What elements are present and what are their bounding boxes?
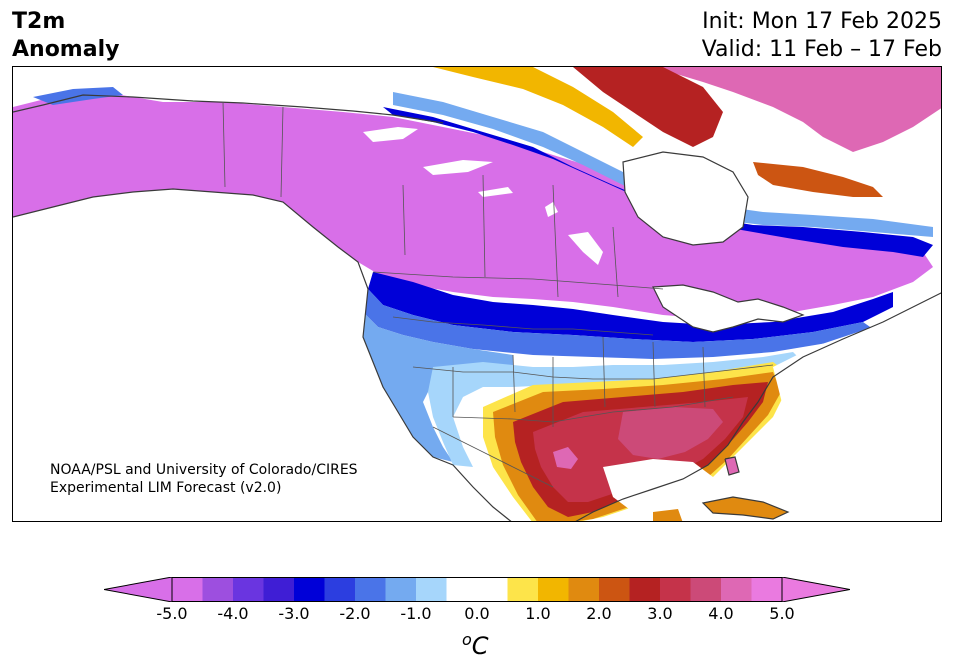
colorbar-bin [202,577,234,602]
anomaly-greenland-region [653,67,941,152]
pacific-ocean [13,189,492,521]
colorbar-bin [751,577,783,602]
colorbar-tick-label: 2.0 [586,604,612,623]
colorbar-tick-label: 0.0 [464,604,490,623]
anomaly-yucatan-warm [653,509,683,521]
great-lakes [653,285,803,332]
anomaly-map: NOAA/PSL and University of Colorado/CIRE… [12,66,942,522]
units-letter: C [471,632,489,660]
colorbar [104,577,850,602]
init-date: Init: Mon 17 Feb 2025 [702,9,942,34]
colorbar-bin [721,577,752,602]
coastlines [13,94,941,521]
anomaly-south-extreme-hot [618,407,723,459]
anomaly-cool-band-north [393,92,933,237]
colorbar-tick-label: -1.0 [400,604,432,623]
colorbar-ticks: -5.0 -4.0 -3.0 -2.0 -1.0 0.0 1.0 2.0 3.0 4.0 5.0 [0,604,954,628]
colorbar-bin [416,577,447,602]
units-label: oC [462,630,489,660]
hudson-bay [623,152,748,245]
colorbar-bin [233,577,264,602]
map-canvas [13,67,941,521]
colorbar-bin [324,577,356,602]
anomaly-florida-hotspot [725,457,739,475]
lake-winnipeg [568,232,603,265]
colorbar-bins [172,577,783,602]
anomaly-us-cool-band [363,289,873,359]
colorbar-under-arrow [104,577,173,602]
colorbar-tick-label: -4.0 [217,604,249,623]
colorbar-bin [629,577,661,602]
colorbar-bin [660,577,691,602]
colorbar-tick-label: -5.0 [156,604,188,623]
colorbar-bin [355,577,386,602]
political-borders [222,101,774,488]
colorbar-tick-label: 1.0 [525,604,551,623]
anomaly-west-coast-cool [363,312,513,462]
lake-athabasca [478,187,513,197]
colorbar-bin [690,577,722,602]
chart-title: T2m Anomaly [12,8,119,64]
colorbar-tick-label: -2.0 [339,604,371,623]
credit-line-2: Experimental LIM Forecast (v2.0) [50,480,282,496]
credit-text: NOAA/PSL and University of Colorado/CIRE… [50,461,358,497]
colorbar-bin [385,577,417,602]
date-info: Init: Mon 17 Feb 2025 Valid: 11 Feb – 17… [702,8,942,64]
credit-line-1: NOAA/PSL and University of Colorado/CIRE… [50,462,358,478]
anomaly-cold-band-north [383,107,933,257]
valid-range: Valid: 11 Feb – 17 Feb [701,37,942,62]
anomaly-label: Anomaly [12,37,120,62]
colorbar-tick-label: 4.0 [708,604,734,623]
anomaly-very-cold-region [13,92,933,319]
colorbar-bin [294,577,325,602]
colorbar-bin [477,577,508,602]
units-degree-symbol: o [462,630,472,649]
anomaly-texas-hotspot [553,447,578,469]
colorbar-bin [172,577,203,602]
colorbar-bin [538,577,569,602]
anomaly-labrador-warm [753,162,883,197]
colorbar-tick-label: 5.0 [769,604,795,623]
colorbar-bin [599,577,630,602]
colorbar-bin [446,577,478,602]
colorbar-bin [507,577,539,602]
anomaly-baffin-hot [573,67,723,147]
colorbar-over-arrow [781,577,850,602]
anomaly-us-cold-band [368,272,893,342]
variable-label: T2m [12,9,66,34]
colorbar-tick-label: 3.0 [647,604,673,623]
atlantic-ocean [773,307,941,521]
colorbar-bin [263,577,295,602]
colorbar-bin [568,577,600,602]
colorbar-tick-label: -3.0 [278,604,310,623]
gulf-of-mexico [603,459,713,512]
great-slave-lake [423,160,493,175]
anomaly-southwest-slight-cool [428,352,803,467]
great-bear-lake [363,127,418,142]
reindeer-lake [545,202,558,217]
colorbar-svg [104,577,850,602]
anomaly-hudson-warm [433,67,643,147]
colorbar-outline [171,577,783,602]
